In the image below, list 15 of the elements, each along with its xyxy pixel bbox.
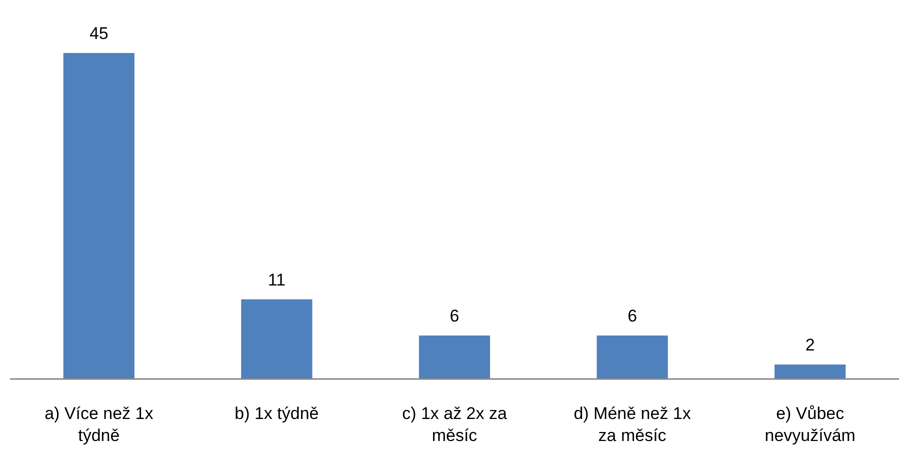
data-label: 11: [268, 270, 286, 290]
data-label: 6: [450, 306, 460, 326]
x-tick-label: b) 1x týdně: [234, 404, 319, 423]
bar: [596, 336, 668, 379]
bar: [774, 364, 846, 379]
bar: [418, 336, 490, 379]
bar: [63, 53, 134, 379]
data-label: 2: [805, 336, 815, 355]
x-tick-label: c) 1x až 2x za měsíc: [402, 404, 508, 446]
bar: [241, 299, 312, 379]
data-label: 6: [628, 306, 638, 326]
x-tick-label: d) Méně než 1x za měsíc: [574, 404, 692, 446]
x-tick-label: a) Více než 1x týdně: [44, 404, 154, 446]
x-tick-label: e) Vůbec nevyužívám: [764, 404, 856, 446]
data-label: 45: [89, 24, 108, 43]
